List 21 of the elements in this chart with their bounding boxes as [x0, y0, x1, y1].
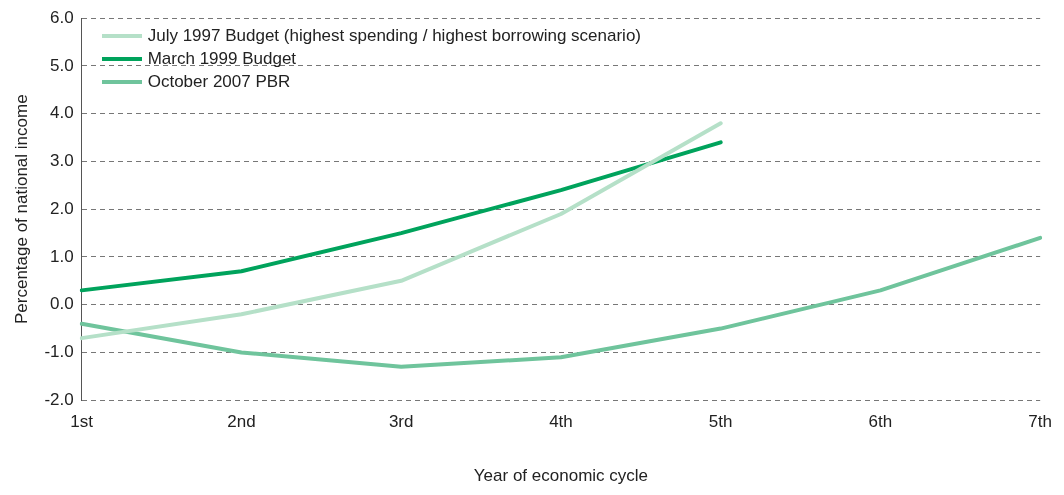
y-tick-label: 5.0 — [50, 55, 74, 75]
x-tick-label: 4th — [549, 412, 573, 432]
y-tick-label: 0.0 — [50, 294, 74, 314]
legend-label: July 1997 Budget (highest spending / highest borrowing scenario) — [147, 25, 641, 46]
x-tick-label: 7th — [1028, 412, 1052, 432]
y-tick-label: 1.0 — [50, 246, 74, 266]
x-tick-label: 1st — [70, 412, 94, 432]
y-tick-label: 4.0 — [50, 103, 74, 123]
x-tick-label: 3rd — [388, 412, 414, 432]
x-tick-label: 5th — [708, 412, 733, 432]
x-tick-label: 6th — [868, 412, 893, 432]
legend-label: October 2007 PBR — [147, 71, 291, 92]
legend-label: March 1999 Budget — [147, 48, 297, 69]
x-tick-label: 2nd — [227, 412, 256, 432]
y-tick-label: 6.0 — [50, 7, 74, 27]
y-tick-label: -1.0 — [44, 342, 74, 362]
y-tick-label: 3.0 — [50, 151, 74, 171]
y-axis-title: Percentage of national income — [11, 94, 31, 325]
y-tick-label: 2.0 — [50, 198, 74, 218]
y-tick-label: -2.0 — [44, 389, 74, 409]
x-axis-title: Year of economic cycle — [473, 466, 649, 486]
